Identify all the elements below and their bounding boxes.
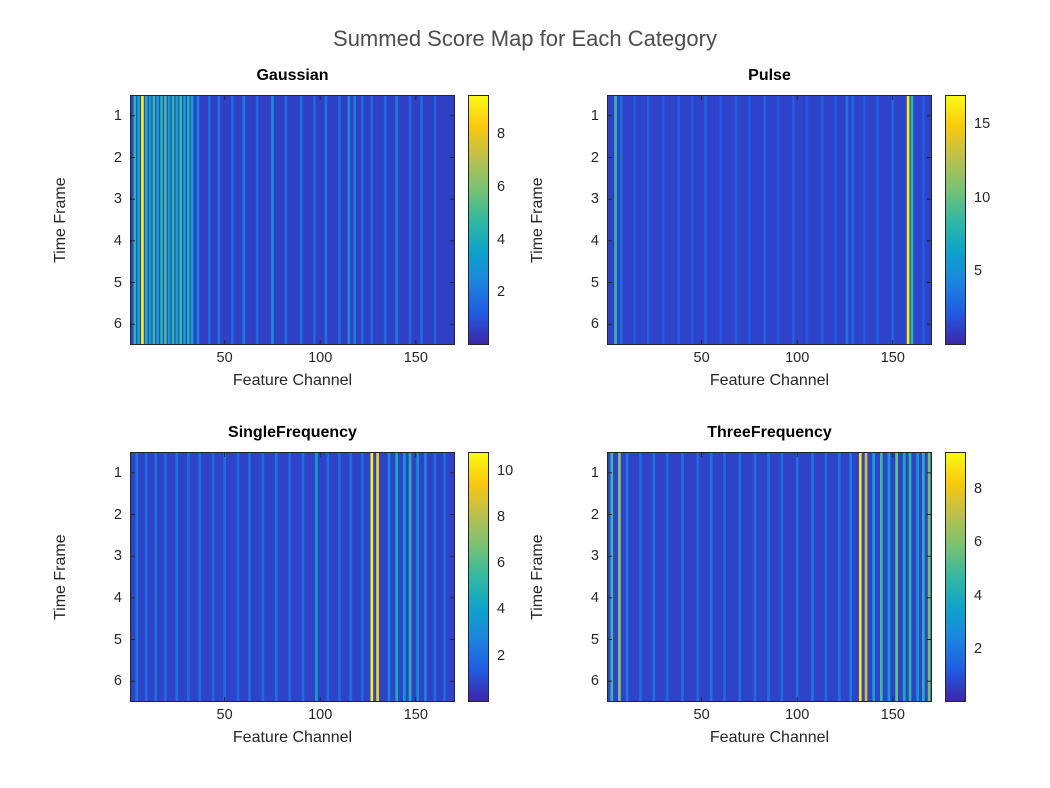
heatmap-plot xyxy=(607,95,932,345)
colorbar-tick-label: 2 xyxy=(497,647,506,664)
y-tick-label: 1 xyxy=(590,107,599,124)
x-tick-label: 100 xyxy=(785,350,810,366)
x-tick-label: 150 xyxy=(403,350,428,366)
x-axis-label: Feature Channel xyxy=(232,372,353,389)
x-tick-label: 150 xyxy=(880,707,905,723)
subplot-singlefrequency: SingleFrequency Time Frame 1 2 3 4 5 6 50 100 1… xyxy=(52,424,590,762)
colorbar-tick-label: 6 xyxy=(497,179,506,196)
x-tick-labels: 50 100 150 xyxy=(607,350,932,368)
y-tick-label: 2 xyxy=(113,506,122,523)
subplot-gaussian: Gaussian Time Frame 1 2 3 4 5 6 50 100 150 Feat… xyxy=(52,67,590,405)
colorbar-tick-label: 15 xyxy=(974,116,991,133)
colorbar-tick-label: 6 xyxy=(974,534,983,551)
colorbar-tick-label: 2 xyxy=(497,284,506,301)
colorbar-gradient xyxy=(468,95,489,345)
y-tick-label: 6 xyxy=(590,673,599,690)
colorbar-tick-label: 4 xyxy=(974,587,983,604)
x-tick-label: 50 xyxy=(216,350,233,366)
colorbar xyxy=(945,95,966,345)
colorbar xyxy=(945,452,966,702)
y-tick-labels: 1 2 3 4 5 6 xyxy=(88,95,122,345)
x-tick-label: 100 xyxy=(308,350,333,366)
colorbar xyxy=(468,95,489,345)
x-tick-label: 150 xyxy=(403,707,428,723)
y-tick-label: 3 xyxy=(590,191,599,208)
y-axis-label: Time Frame xyxy=(52,534,69,620)
y-tick-label: 4 xyxy=(590,232,599,249)
colorbar-tick-labels: 5 10 15 xyxy=(974,95,1018,345)
colorbar-tick-label: 6 xyxy=(497,555,506,572)
y-tick-label: 1 xyxy=(590,464,599,481)
y-tick-label: 5 xyxy=(113,274,122,291)
y-tick-label: 1 xyxy=(113,464,122,481)
figure-title: Summed Score Map for Each Category xyxy=(333,26,717,51)
y-tick-label: 4 xyxy=(113,232,122,249)
heatmap-plot xyxy=(130,95,455,345)
y-tick-label: 3 xyxy=(113,548,122,565)
colorbar-tick-label: 8 xyxy=(497,508,506,525)
x-tick-label: 50 xyxy=(216,707,233,723)
x-tick-label: 50 xyxy=(693,350,710,366)
subplot-title: Pulse xyxy=(748,67,791,84)
y-tick-label: 4 xyxy=(590,589,599,606)
colorbar-tick-label: 4 xyxy=(497,231,506,248)
y-tick-label: 4 xyxy=(113,589,122,606)
subplot-title: Gaussian xyxy=(256,67,329,84)
heatmap-plot xyxy=(130,452,455,702)
heatmap-image xyxy=(130,95,455,345)
x-tick-label: 50 xyxy=(693,707,710,723)
y-tick-label: 5 xyxy=(590,274,599,291)
subplot-title: SingleFrequency xyxy=(228,424,357,441)
y-tick-label: 2 xyxy=(590,149,599,166)
colorbar-tick-label: 10 xyxy=(497,462,514,479)
subplot-pulse: Pulse Time Frame 1 2 3 4 5 6 50 100 150 Feature… xyxy=(529,67,1050,405)
y-tick-label: 6 xyxy=(590,316,599,333)
y-tick-labels: 1 2 3 4 5 6 xyxy=(88,452,122,702)
colorbar-gradient xyxy=(468,452,489,702)
colorbar-tick-label: 5 xyxy=(974,263,983,280)
x-tick-labels: 50 100 150 xyxy=(607,707,932,725)
y-tick-label: 1 xyxy=(113,107,122,124)
x-tick-labels: 50 100 150 xyxy=(130,350,455,368)
colorbar-tick-label: 8 xyxy=(497,126,506,143)
colorbar-tick-labels: 2 4 6 8 xyxy=(974,452,1018,702)
y-tick-label: 3 xyxy=(113,191,122,208)
heatmap-image xyxy=(607,95,932,345)
subplot-title: ThreeFrequency xyxy=(707,424,832,441)
y-axis-label: Time Frame xyxy=(529,534,546,620)
colorbar-tick-label: 10 xyxy=(974,189,991,206)
heatmap-image xyxy=(607,452,932,702)
y-tick-label: 3 xyxy=(590,548,599,565)
x-tick-labels: 50 100 150 xyxy=(130,707,455,725)
y-tick-labels: 1 2 3 4 5 6 xyxy=(565,452,599,702)
x-tick-label: 100 xyxy=(785,707,810,723)
x-tick-label: 150 xyxy=(880,350,905,366)
y-tick-label: 2 xyxy=(590,506,599,523)
x-axis-label: Feature Channel xyxy=(709,729,830,746)
colorbar-gradient xyxy=(945,95,966,345)
y-axis-label: Time Frame xyxy=(529,177,546,263)
y-tick-labels: 1 2 3 4 5 6 xyxy=(565,95,599,345)
y-tick-label: 6 xyxy=(113,673,122,690)
colorbar-tick-label: 8 xyxy=(974,481,983,498)
colorbar-gradient xyxy=(945,452,966,702)
colorbar xyxy=(468,452,489,702)
x-tick-label: 100 xyxy=(308,707,333,723)
subplot-threefrequency: ThreeFrequency Time Frame 1 2 3 4 5 6 50 100 15… xyxy=(529,424,1050,762)
colorbar-tick-labels: 2 4 6 8 10 xyxy=(497,452,541,702)
heatmap-plot xyxy=(607,452,932,702)
colorbar-tick-label: 2 xyxy=(974,640,983,657)
heatmap-image xyxy=(130,452,455,702)
y-tick-label: 6 xyxy=(113,316,122,333)
colorbar-tick-label: 4 xyxy=(497,601,506,618)
y-tick-label: 5 xyxy=(590,631,599,648)
y-axis-label: Time Frame xyxy=(52,177,69,263)
x-axis-label: Feature Channel xyxy=(709,372,830,389)
y-tick-label: 2 xyxy=(113,149,122,166)
y-tick-label: 5 xyxy=(113,631,122,648)
x-axis-label: Feature Channel xyxy=(232,729,353,746)
colorbar-tick-labels: 2 4 6 8 xyxy=(497,95,541,345)
